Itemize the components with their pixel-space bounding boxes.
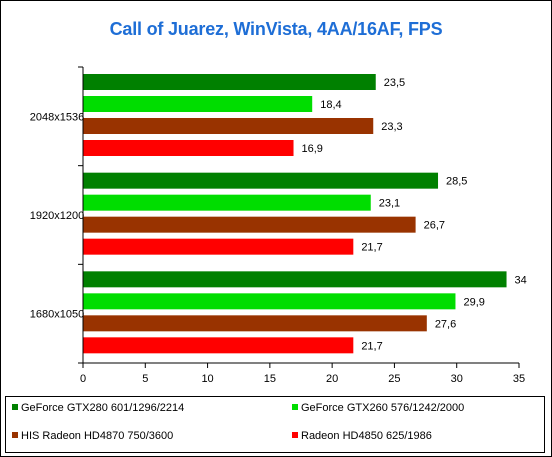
bar-1-1920x1200 [83, 172, 439, 189]
bar-3-1680x1050 [83, 315, 427, 332]
bar-2-1680x1050 [83, 293, 456, 310]
legend-label: GeForce GTX260 576/1242/2000 [301, 402, 465, 414]
bar-4-2048x1536 [83, 140, 294, 156]
legend-swatch [12, 404, 18, 410]
legend-entry: GeForce GTX260 576/1242/2000 [292, 402, 464, 414]
data-label: 23,1 [379, 198, 400, 210]
data-label: 27,6 [435, 318, 456, 330]
data-label: 18,4 [320, 99, 341, 111]
bar-3-1920x1200 [83, 216, 416, 233]
category-label: 2048x1536 [30, 111, 84, 123]
x-tick-label: 30 [451, 373, 463, 385]
category-label: 1920x1200 [30, 210, 84, 222]
legend-swatch [292, 432, 298, 438]
data-label: 26,7 [424, 220, 445, 232]
bar-4-1920x1200 [83, 238, 354, 255]
legend-label: Radeon HD4850 625/1986 [301, 430, 432, 442]
x-tick-label: 10 [201, 373, 213, 385]
data-label: 21,7 [361, 242, 382, 254]
data-label: 23,3 [381, 121, 402, 133]
bar-2-2048x1536 [83, 96, 313, 112]
bar-1-2048x1536 [83, 74, 376, 90]
x-tick-label: 25 [388, 373, 400, 385]
legend-swatch [12, 432, 18, 438]
legend-entry: HIS Radeon HD4870 750/3600 [12, 430, 173, 442]
bar-1-1680x1050 [83, 271, 507, 288]
legend-entry: GeForce GTX280 601/1296/2214 [12, 402, 184, 414]
data-label: 23,5 [384, 77, 405, 89]
legend-entry: Radeon HD4850 625/1986 [292, 430, 432, 442]
x-tick-label: 35 [513, 373, 525, 385]
chart-title: Call of Juarez, WinVista, 4AA/16AF, FPS [109, 19, 443, 39]
category-label: 1680x1050 [30, 309, 84, 321]
chart-plot: 23,5 18,4 23,3 16,9 2048x1536 28,5 23,1 26,7 21,… [30, 66, 527, 385]
data-label: 28,5 [446, 176, 467, 188]
bar-2-1920x1200 [83, 194, 371, 211]
x-tick-label: 20 [326, 373, 338, 385]
data-label: 34 [515, 274, 527, 286]
x-tick-label: 0 [80, 373, 86, 385]
legend-label: HIS Radeon HD4870 750/3600 [21, 430, 174, 442]
x-tick-label: 5 [142, 373, 148, 385]
bar-4-1680x1050 [83, 337, 354, 354]
bar-3-2048x1536 [83, 118, 374, 134]
data-label: 29,9 [463, 296, 484, 308]
x-tick-label: 15 [264, 373, 276, 385]
legend-label: GeForce GTX280 601/1296/2214 [21, 402, 185, 414]
data-label: 16,9 [302, 143, 323, 155]
chart-legend: GeForce GTX280 601/1296/2214 GeForce GTX2… [5, 396, 545, 453]
data-label: 21,7 [361, 340, 382, 352]
legend-swatch [292, 404, 298, 410]
